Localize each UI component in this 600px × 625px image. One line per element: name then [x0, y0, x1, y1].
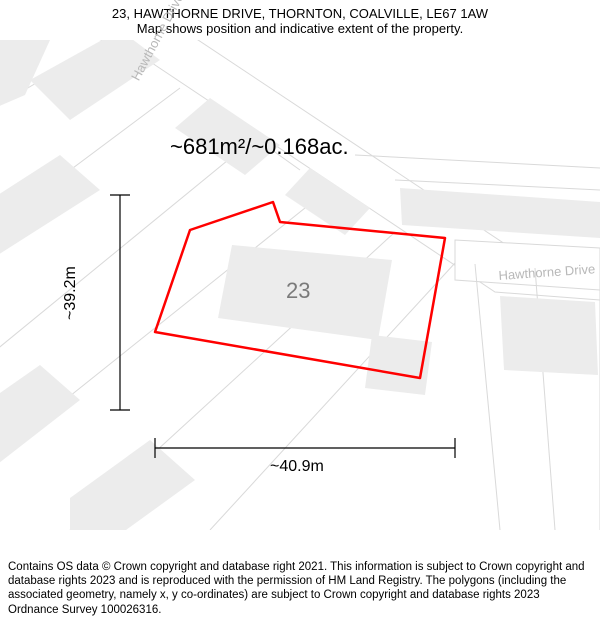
map-area: ~681m²/~0.168ac. 23 ~40.9m ~39.2m Hawtho…: [0, 40, 600, 530]
area-label: ~681m²/~0.168ac.: [170, 134, 349, 160]
address-title: 23, HAWTHORNE DRIVE, THORNTON, COALVILLE…: [10, 6, 590, 21]
subtitle: Map shows position and indicative extent…: [10, 21, 590, 36]
footer-copyright: Contains OS data © Crown copyright and d…: [0, 554, 600, 625]
height-dim-label: ~39.2m: [62, 266, 80, 320]
header: 23, HAWTHORNE DRIVE, THORNTON, COALVILLE…: [0, 0, 600, 38]
house-number: 23: [286, 278, 310, 304]
width-dim-label: ~40.9m: [270, 458, 324, 476]
